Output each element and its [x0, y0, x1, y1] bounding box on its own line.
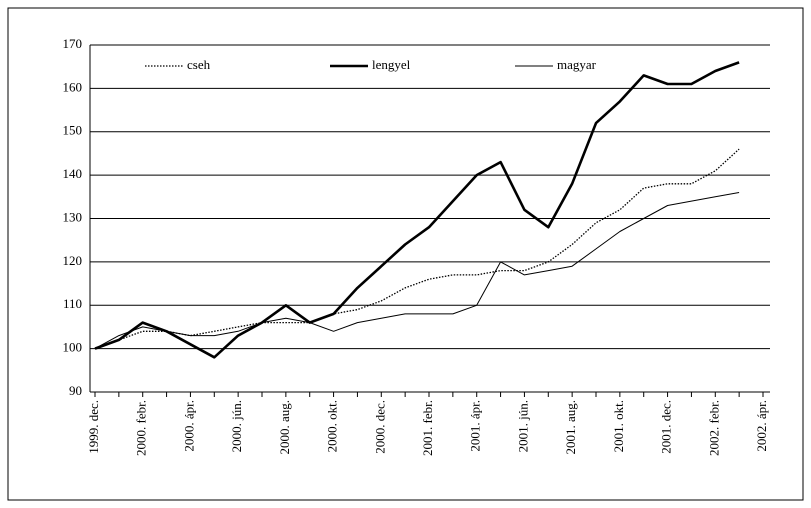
y-tick-label: 90 — [69, 383, 82, 398]
y-tick-label: 140 — [63, 166, 83, 181]
x-tick-label: 2001. aug. — [563, 400, 578, 455]
y-tick-label: 150 — [63, 123, 83, 138]
x-tick-label: 2002. febr. — [706, 400, 721, 456]
series-line — [94, 192, 740, 350]
y-tick-label: 170 — [63, 36, 83, 51]
y-tick-label: 160 — [63, 79, 83, 94]
frame — [7, 7, 804, 501]
x-tick-label: 1999. dec. — [86, 400, 101, 454]
y-tick-label: 130 — [63, 209, 83, 224]
legend-label: magyar — [557, 57, 597, 72]
x-tick-label: 2000. aug. — [277, 400, 292, 455]
x-tick-label: 2001. dec. — [659, 400, 674, 454]
series-line — [94, 148, 740, 350]
x-tick-label: 2001. okt. — [611, 400, 626, 452]
x-tick-label: 2001. ápr. — [468, 400, 483, 452]
y-tick-label: 100 — [63, 340, 83, 355]
legend-label: cseh — [187, 57, 211, 72]
x-tick-label: 2001. febr. — [420, 400, 435, 456]
x-tick-label: 2000. dec. — [372, 400, 387, 454]
series-line — [94, 61, 740, 359]
y-tick-label: 110 — [63, 296, 82, 311]
y-tick-label: 120 — [63, 253, 83, 268]
legend-label: lengyel — [372, 57, 411, 72]
x-tick-label: 2000. ápr. — [181, 400, 196, 452]
x-tick-label: 2001. jún. — [515, 400, 530, 452]
x-tick-label: 2000. okt. — [325, 400, 340, 452]
x-tick-label: 2000. jún. — [229, 400, 244, 452]
x-tick-label: 2000. febr. — [134, 400, 149, 456]
x-tick-label: 2002. ápr. — [754, 400, 769, 452]
